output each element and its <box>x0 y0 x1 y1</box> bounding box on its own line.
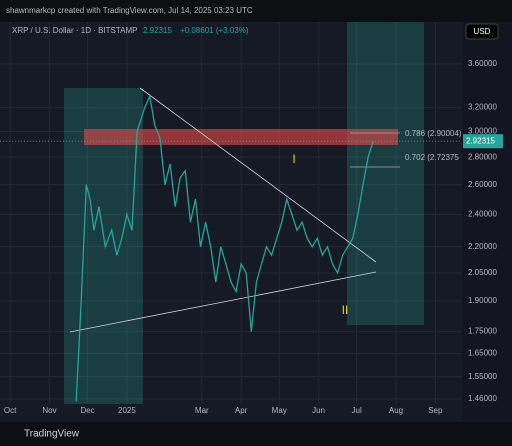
price-tag <box>463 134 503 149</box>
y-tick-label: 2.60000 <box>468 180 497 189</box>
footer-bar <box>0 422 512 446</box>
price-line <box>75 93 374 402</box>
y-tick-label: 2.20000 <box>468 242 497 251</box>
currency-box <box>465 23 499 40</box>
fib-label: 0.702 (2.72375 <box>405 153 459 162</box>
y-tick-label: 1.75000 <box>468 327 497 336</box>
price-tag-label: 2.92315 <box>466 136 495 145</box>
annotation: I <box>292 152 295 166</box>
price-axis <box>462 22 512 422</box>
y-tick-label: 1.90000 <box>468 296 497 305</box>
x-tick-label: Oct <box>4 406 17 415</box>
y-tick-label: 1.46000 <box>468 394 497 403</box>
chart-title: XRP / U.S. Dollar · 1D · BITSTAMP <box>12 26 138 35</box>
trend-line <box>139 87 377 263</box>
series: 2.92315 <box>0 93 503 402</box>
y-tick-label: 3.60000 <box>468 59 497 68</box>
annotation: II <box>342 303 349 317</box>
y-tick-label: 2.40000 <box>468 209 497 218</box>
y-tick-label: 2.05000 <box>468 268 497 277</box>
x-tick-label: Mar <box>195 406 209 415</box>
zone-red <box>84 129 398 145</box>
y-tick-label: 2.80000 <box>468 152 497 161</box>
x-tick-label: Sep <box>428 406 443 415</box>
y-tick-label: 1.65000 <box>468 349 497 358</box>
currency: USD <box>474 27 491 36</box>
credit: shawnmarkcp created with TradingView.com… <box>6 6 253 15</box>
x-tick-label: Aug <box>389 406 403 415</box>
trend-line <box>69 271 377 333</box>
last-price: 2.92315 <box>143 26 172 35</box>
x-tick-label: Nov <box>42 406 56 415</box>
x-tick-label: Dec <box>80 406 94 415</box>
header-bar <box>0 0 512 22</box>
y-tick-label: 3.20000 <box>468 103 497 112</box>
y-tick-label: 3.00000 <box>468 127 497 136</box>
x-tick-label: Apr <box>235 406 248 415</box>
brand: TradingView <box>24 429 80 440</box>
x-tick-label: Jul <box>352 406 362 415</box>
fib-label: 0.786 (2.90004) <box>405 129 462 138</box>
x-tick-label: 2025 <box>118 406 136 415</box>
price-change: +0.08601 (+3.03%) <box>180 26 249 35</box>
x-tick-label: May <box>272 406 287 415</box>
y-tick-label: 1.55000 <box>468 372 497 381</box>
plot: 3.60000 3.20000 3.00000 2.80000 2.60000 2.400… <box>0 22 497 415</box>
zone-green <box>347 22 424 325</box>
x-tick-label: Jun <box>312 406 325 415</box>
